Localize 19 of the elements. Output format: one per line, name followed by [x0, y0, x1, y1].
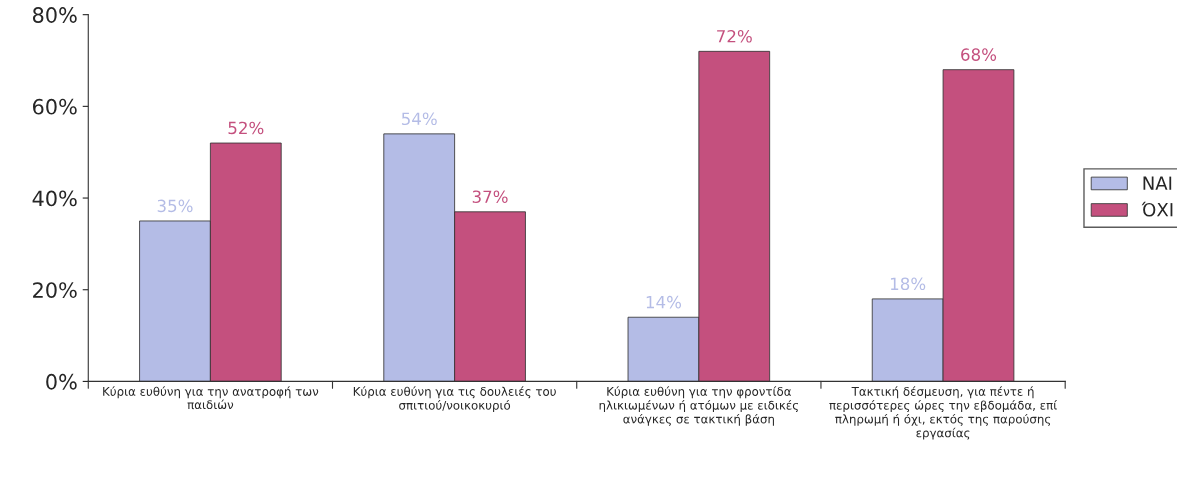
legend-label: ΝΑΙ — [1143, 176, 1172, 190]
data-label: 72% — [717, 29, 752, 43]
data-label: 14% — [646, 295, 682, 309]
data-label: 52% — [228, 121, 264, 135]
data-label: 18% — [890, 277, 926, 291]
y-tick-label: 0% — [46, 373, 77, 390]
data-label: 68% — [961, 48, 997, 61]
y-tick-label: 60% — [33, 98, 77, 115]
x-tick-label: Τακτική δέσμευση, για πέντε ή περισσότερες ώρες την εβδομάδα, επί πληρωμή ή όχι, εκτός της παρούσης εργασίας — [829, 386, 1058, 440]
data-label: 54% — [401, 112, 437, 126]
data-label: 37% — [472, 190, 508, 204]
y-tick-label: 40% — [32, 190, 77, 207]
x-tick-label: Κύρια ευθύνη για τις δουλειές του σπιτιού/νοικοκυριό — [353, 386, 556, 412]
legend-label: ΌΧΙ — [1141, 201, 1173, 217]
x-tick-label: Κύρια ευθύνη για την ανατροφή των παιδιών — [103, 386, 319, 410]
data-label: 35% — [157, 199, 193, 213]
y-tick-label: 20% — [33, 282, 77, 298]
x-tick-label: Κύρια ευθύνη για την φροντίδα ηλικιωμένων ή ατόμων με ειδικές ανάγκες σε τακτική βάση — [599, 386, 798, 426]
y-tick-label: 80% — [32, 7, 77, 23]
